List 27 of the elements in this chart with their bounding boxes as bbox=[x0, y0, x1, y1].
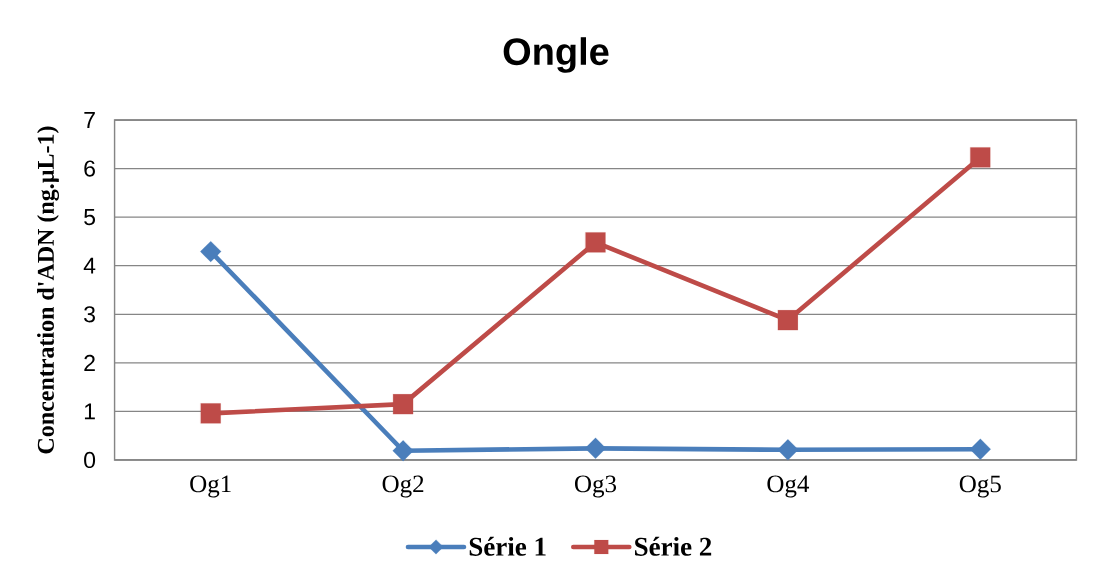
point bbox=[200, 403, 221, 424]
y-tick-label: 6 bbox=[84, 160, 95, 177]
y-tick-label: 2 bbox=[84, 354, 95, 371]
y-tick-label: 0 bbox=[84, 451, 96, 469]
x-tick-label: Og3 bbox=[575, 475, 617, 498]
point bbox=[584, 437, 607, 459]
chart-title: Ongle bbox=[503, 37, 609, 73]
legend-label: Série 2 bbox=[635, 536, 712, 556]
point bbox=[200, 241, 222, 263]
x-tick-label: Og1 bbox=[190, 475, 231, 498]
x-tick-label: Og4 bbox=[767, 475, 810, 498]
y-tick-label: 7 bbox=[84, 112, 95, 128]
point bbox=[392, 440, 414, 462]
y-tick-label: 5 bbox=[84, 209, 96, 226]
y-axis-title: Concentration d'ADN (ng.µL-1) bbox=[37, 126, 60, 454]
point bbox=[777, 439, 799, 461]
point bbox=[969, 438, 991, 460]
y-tick-label: 4 bbox=[83, 257, 96, 274]
y-tick-label: 1 bbox=[84, 403, 95, 420]
y-tick-label: 3 bbox=[84, 306, 95, 323]
point bbox=[393, 394, 414, 415]
point bbox=[585, 232, 606, 253]
x-tick-label: Og5 bbox=[959, 475, 1001, 498]
point bbox=[970, 147, 991, 168]
point bbox=[777, 310, 798, 331]
x-tick-label: Og2 bbox=[382, 475, 424, 498]
legend-label: Série 1 bbox=[469, 536, 546, 556]
